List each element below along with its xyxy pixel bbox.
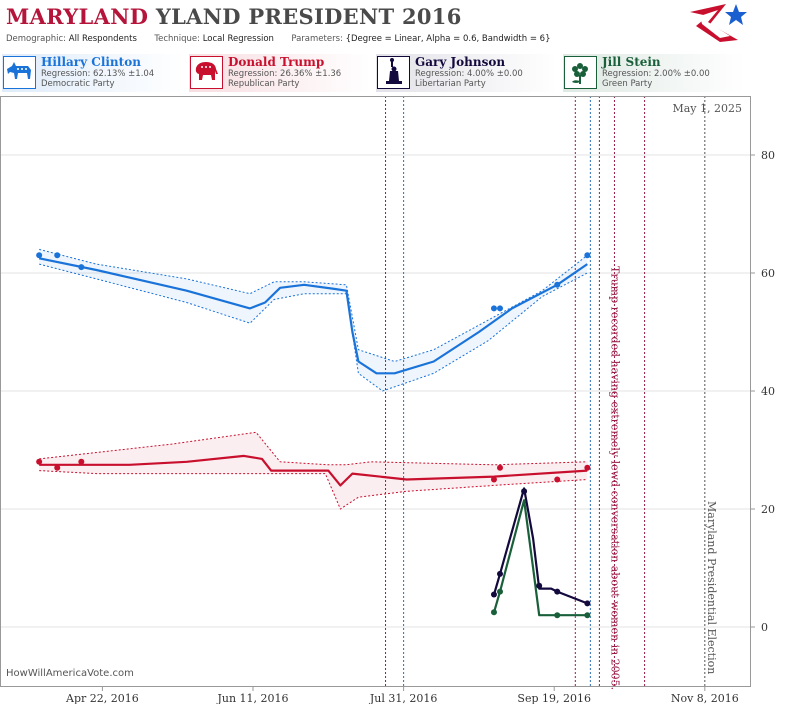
y-tick-label: 80: [761, 149, 775, 162]
star-icon: [725, 4, 747, 25]
annotation-election: Maryland Presidential Election: [705, 501, 718, 674]
candidate-party: Democratic Party: [41, 79, 115, 89]
data-point-stein: [490, 609, 497, 616]
data-point-johnson: [584, 600, 591, 607]
data-point-trump: [497, 464, 503, 471]
y-tick-label: 60: [761, 267, 775, 280]
data-point-trump: [36, 458, 43, 465]
demographic-value: All Respondents: [68, 34, 137, 44]
candidate-regression: Regression: 4.00% ±0.00: [415, 69, 523, 79]
grid: [0, 154, 750, 628]
candidate-name: Jill Stein: [602, 55, 661, 69]
x-tick-label: Nov 8, 2016: [671, 692, 739, 704]
legend-item-clinton: Hillary Clinton Regression: 62.13% ±1.04…: [2, 54, 184, 92]
data-point-johnson: [521, 488, 528, 495]
data-point-johnson: [536, 582, 543, 589]
candidate-regression: Regression: 26.36% ±1.36: [228, 69, 342, 79]
band-upper-clinton: [39, 248, 588, 363]
legend-item-johnson: Gary Johnson Regression: 4.00% ±0.00 Lib…: [376, 54, 558, 92]
candidate-name: Gary Johnson: [415, 55, 506, 69]
x-tick-label: Sep 19, 2016: [517, 692, 591, 704]
axes: 0 20 40 60 80 Apr 22, 2016 Jun 11, 2016 Jul 31,…: [0, 96, 775, 704]
candidate-name: Hillary Clinton: [41, 55, 141, 69]
band-upper-trump: [39, 431, 588, 466]
chart-labels: May 1, 2025 Trump recorded having extreme…: [608, 102, 742, 690]
candidate-regression: Regression: 62.13% ±1.04: [41, 69, 155, 79]
data-point-clinton: [497, 305, 503, 312]
candidate-party: Libertarian Party: [415, 79, 486, 89]
y-tick-label: 40: [761, 385, 775, 398]
poll-chart: 0 20 40 60 80 Apr 22, 2016 Jun 11, 2016 Jul 31,…: [0, 96, 775, 704]
page-title: MARYLAND YLAND PRESIDENT 2016: [6, 4, 462, 29]
y-tick-label: 20: [761, 503, 775, 516]
candidate-regression: Regression: 2.00% ±0.00: [602, 69, 710, 79]
data-point-trump: [78, 458, 85, 465]
data-point-trump: [584, 464, 591, 471]
series-line-clinton: [38, 257, 588, 375]
watermark: HowWillAmericaVote.com: [6, 668, 134, 679]
data-point-trump: [554, 476, 561, 483]
x-tick-label: Jul 31, 2016: [369, 692, 438, 704]
data-point-clinton: [490, 305, 497, 312]
series-line-trump: [39, 454, 588, 487]
technique-value: Local Regression: [202, 34, 274, 44]
candidate-party: Republican Party: [228, 79, 300, 89]
data-point-clinton: [36, 252, 43, 259]
header: MARYLAND YLAND PRESIDENT 2016 Demographi…: [0, 0, 789, 52]
data-point-clinton: [54, 252, 61, 259]
data-point-clinton: [554, 281, 561, 288]
y-tick-label: 0: [761, 621, 768, 634]
plot-frame: [0, 96, 751, 687]
poll-points: [36, 252, 591, 619]
legend-item-stein: Jill Stein Regression: 2.00% ±0.00 Green…: [563, 54, 745, 92]
data-point-trump: [490, 476, 497, 483]
data-point-stein: [584, 612, 591, 619]
flower-icon: [564, 56, 597, 89]
parameters-label: Parameters:: [291, 34, 343, 44]
data-point-clinton: [584, 252, 591, 259]
data-point-stein: [497, 588, 503, 595]
donkey-icon: [3, 56, 36, 89]
data-point-clinton: [78, 264, 85, 271]
date-label: May 1, 2025: [672, 102, 742, 115]
series-lines: [38, 257, 588, 617]
data-point-johnson: [490, 591, 497, 598]
title-state: MARYLAND: [6, 4, 149, 29]
band-lower-trump: [39, 470, 588, 510]
band-clinton: [39, 249, 588, 391]
legend-item-trump: Donald Trump Regression: 26.36% ±1.36 Re…: [189, 54, 371, 92]
data-point-johnson: [497, 570, 503, 577]
elephant-icon: [190, 56, 223, 89]
x-tick-label: Jun 11, 2016: [216, 692, 288, 704]
candidate-legend: Hillary Clinton Regression: 62.13% ±1.04…: [0, 54, 789, 93]
parameters-value: {Degree = Linear, Alpha = 0.6, Bandwidth…: [345, 34, 551, 44]
candidate-name: Donald Trump: [228, 55, 325, 69]
technique-label: Technique:: [154, 34, 201, 44]
x-tick-label: Apr 22, 2016: [65, 692, 139, 704]
series-line-stein: [492, 499, 588, 617]
demographic-label: Demographic:: [6, 34, 67, 44]
data-point-stein: [554, 612, 561, 619]
parameters-line: Demographic: All Respondents Technique: …: [6, 34, 550, 44]
title-race: YLAND PRESIDENT 2016: [155, 4, 462, 29]
statue-of-liberty-icon: [377, 56, 410, 89]
data-point-johnson: [554, 588, 561, 595]
candidate-party: Green Party: [602, 79, 653, 89]
data-point-trump: [54, 464, 61, 471]
site-logo-icon: [690, 4, 747, 42]
annotation-access-hollywood: Trump recorded having extremely lewd con…: [608, 266, 621, 690]
